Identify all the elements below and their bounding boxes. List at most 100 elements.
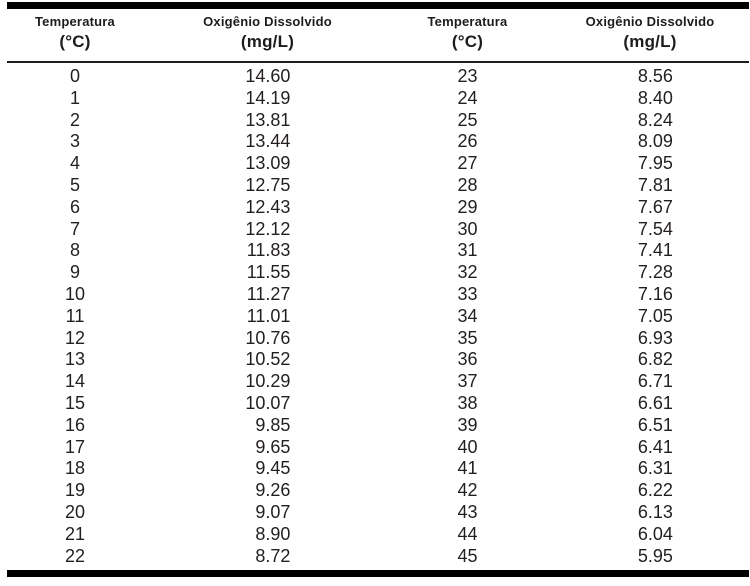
table-row: 19 9.26 42 6.22 [0,480,750,502]
temperature-cell-right: 37 [457,371,478,392]
oxygen-cell-left: 10.07 [150,393,385,415]
temperature-cell-right: 30 [457,218,478,239]
table-body: 0 14.60 23 8.56 1 14.19 24 8.40 2 13.81 25 8.24 3 13.… [0,66,750,567]
temperature-cell-left: 15 [64,392,86,413]
table-row: 22 8.72 45 5.95 [0,546,750,568]
oxygen-value: 6.22 [637,480,673,501]
oxygen-cell-left: 12.43 [150,197,385,219]
temperature-cell-right: 23 [457,66,478,86]
temperature-cell-left: 20 [64,501,86,522]
header-unit: (mg/L) [623,32,677,51]
oxygen-cell-right: 6.93 [550,328,750,350]
oxygen-value: 14.19 [245,87,291,108]
table-row: 7 12.12 30 7.54 [0,219,750,241]
temperature-cell-left: 10 [64,283,86,304]
table-bottom-rule [7,570,749,577]
oxygen-cell-left: 9.26 [150,480,385,502]
temperature-cell-right: 31 [457,240,478,261]
header-unit: (°C) [59,32,91,51]
oxygen-value: 10.76 [245,327,291,348]
oxygen-value: 12.75 [245,174,291,195]
oxygen-value: 9.65 [255,436,291,457]
table-row: 3 13.44 26 8.09 [0,131,750,153]
oxygen-cell-right: 6.04 [550,524,750,546]
oxygen-value: 8.72 [255,545,291,566]
temperature-cell-left: 17 [64,436,86,457]
oxygen-cell-right: 7.81 [550,175,750,197]
oxygen-cell-left: 10.52 [150,349,385,371]
table-row: 5 12.75 28 7.81 [0,175,750,197]
oxygen-value: 7.54 [637,218,673,239]
oxygen-cell-left: 10.76 [150,328,385,350]
temperature-cell-left: 2 [69,109,80,130]
oxygen-cell-left: 11.55 [150,262,385,284]
header-title: Oxigênio Dissolvido [585,14,715,29]
oxygen-value: 11.01 [246,305,291,326]
temperature-cell-right: 27 [457,153,478,174]
temperature-cell-right: 24 [457,87,478,108]
table-row: 11 11.01 34 7.05 [0,306,750,328]
header-unit: (°C) [451,32,484,51]
oxygen-value: 6.04 [637,523,673,544]
temperature-cell-left: 5 [69,174,80,195]
oxygen-value: 7.81 [637,174,673,195]
temperature-cell-right: 26 [457,131,478,152]
oxygen-value: 6.51 [637,414,673,435]
temperature-cell-right: 34 [457,305,478,326]
header-title: Temperatura [35,14,115,29]
oxygen-cell-left: 13.09 [150,153,385,175]
oxygen-cell-right: 8.09 [550,131,750,153]
oxygen-value: 7.16 [637,283,673,304]
header-title: Oxigênio Dissolvido [203,14,332,29]
oxygen-cell-left: 12.75 [150,175,385,197]
table-row: 8 11.83 31 7.41 [0,240,750,262]
oxygen-cell-left: 9.65 [150,437,385,459]
oxygen-cell-right: 7.41 [550,240,750,262]
oxygen-value: 10.29 [245,371,291,392]
temperature-cell-right: 28 [457,174,478,195]
header-separator-rule [7,61,749,63]
temperature-cell-right: 35 [457,327,478,348]
header-unit: (mg/L) [240,32,295,51]
header-oxygen-left: Oxigênio Dissolvido (mg/L) [150,13,385,53]
oxygen-cell-right: 7.05 [550,306,750,328]
temperature-cell-left: 7 [69,218,80,239]
temperature-cell-left: 21 [64,523,86,544]
temperature-cell-left: 18 [64,458,86,479]
temperature-cell-right: 41 [457,458,478,479]
table-row: 20 9.07 43 6.13 [0,502,750,524]
oxygen-cell-right: 6.61 [550,393,750,415]
oxygen-cell-left: 9.85 [150,415,385,437]
oxygen-value: 8.24 [637,109,673,130]
oxygen-value: 6.31 [637,458,673,479]
oxygen-value: 13.81 [245,109,291,130]
oxygen-value: 11.83 [246,240,291,261]
temperature-cell-left: 1 [69,87,80,108]
oxygen-value: 12.12 [245,218,291,239]
oxygen-value: 9.26 [255,480,291,501]
oxygen-value: 7.28 [637,262,673,283]
oxygen-value: 7.67 [637,196,673,217]
oxygen-value: 7.05 [637,305,673,326]
oxygen-cell-left: 13.81 [150,110,385,132]
table-row: 1 14.19 24 8.40 [0,88,750,110]
oxygen-cell-right: 5.95 [550,546,750,568]
oxygen-cell-right: 7.67 [550,197,750,219]
oxygen-cell-left: 8.72 [150,546,385,568]
oxygen-value: 11.27 [246,283,291,304]
oxygen-value: 6.93 [637,327,673,348]
oxygen-value: 5.95 [637,545,673,566]
oxygen-cell-left: 14.60 [150,66,385,88]
oxygen-cell-left: 10.29 [150,371,385,393]
oxygen-value: 11.55 [246,262,291,283]
oxygen-value: 9.85 [255,414,291,435]
oxygen-cell-left: 9.45 [150,458,385,480]
oxygen-cell-right: 6.41 [550,437,750,459]
temperature-cell-right: 29 [457,196,478,217]
oxygen-cell-right: 8.24 [550,110,750,132]
temperature-cell-left: 22 [64,545,86,566]
table-row: 18 9.45 41 6.31 [0,458,750,480]
oxygen-cell-right: 6.13 [550,502,750,524]
oxygen-cell-left: 11.83 [150,240,385,262]
